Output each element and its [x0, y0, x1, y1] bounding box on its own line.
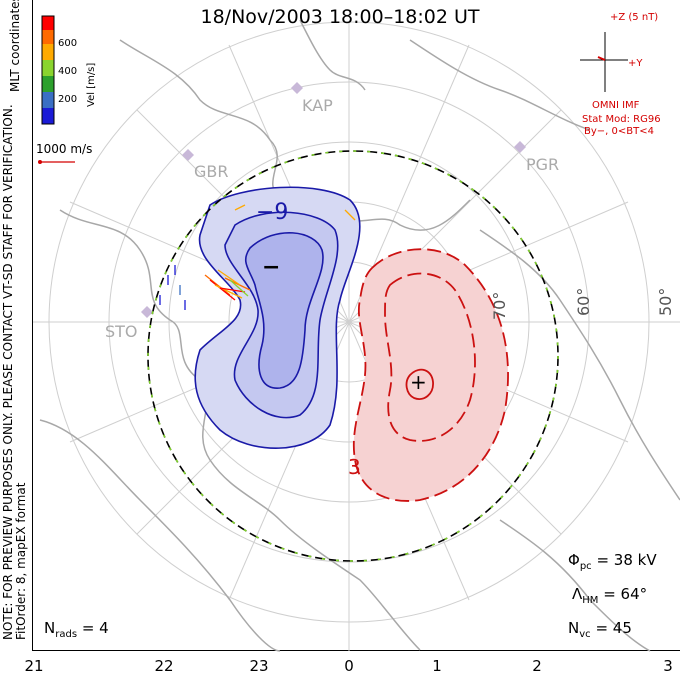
station-gbr: GBR: [194, 162, 229, 181]
colorbar-tick-200: 200: [58, 94, 78, 105]
mlt-tick-21: 21: [24, 657, 44, 675]
station-pgr: PGR: [526, 155, 560, 174]
mlt-tick-3: 3: [663, 657, 673, 675]
imf-y-label: +Y: [628, 58, 643, 69]
positive-cell: [352, 248, 509, 502]
imf-dial: [580, 32, 628, 92]
coordinate-system-label: MLT coordinates: [8, 0, 22, 92]
colorbar-title: Vel [m/s]: [86, 62, 97, 107]
velocity-vectors: [159, 204, 356, 310]
mlt-tick-1: 1: [432, 657, 442, 675]
grid: [33, 21, 680, 651]
imf-condition: By−, 0<BT<4: [584, 126, 654, 137]
negative-cell: [194, 186, 361, 449]
imf-z-label: +Z (5 nT): [610, 12, 659, 23]
mlt-tick-0: 0: [344, 657, 354, 675]
vector-count: Nvc = 45: [568, 619, 632, 640]
stat-model: Stat Mod: RG96: [582, 114, 661, 125]
negative-contour-label: −9: [256, 200, 289, 225]
latitude-60: 60°: [574, 287, 593, 316]
preview-note: NOTE: FOR PREVIEW PURPOSES ONLY. PLEASE …: [1, 104, 28, 640]
plot-title: 18/Nov/2003 18:00–18:02 UT: [200, 6, 480, 28]
velocity-colorbar[interactable]: [41, 15, 55, 125]
station-markers: [141, 82, 526, 318]
imf-source: OMNI IMF: [592, 100, 640, 111]
mlt-tick-2: 2: [532, 657, 542, 675]
cross-polar-potential: Φpc = 38 kV: [568, 551, 657, 572]
hm-latitude: ΛHM = 64°: [572, 585, 648, 606]
mlt-tick-22: 22: [154, 657, 174, 675]
station-kap: KAP: [302, 96, 333, 115]
latitude-70: 70°: [490, 291, 509, 320]
station-sto: STO: [105, 322, 138, 341]
plot-frame: [32, 0, 680, 651]
potential-minimum-marker: −: [262, 255, 281, 280]
velocity-reference: [38, 160, 75, 164]
colorbar-tick-600: 600: [58, 38, 78, 49]
hm-boundary-vectors: [147, 150, 559, 562]
radar-count: Nrads = 4: [44, 619, 109, 640]
mlt-tick-23: 23: [249, 657, 269, 675]
potential-maximum-marker: +: [410, 370, 427, 394]
latitude-50: 50°: [656, 287, 675, 316]
colorbar-tick-400: 400: [58, 66, 78, 77]
velocity-reference-label: 1000 m/s: [36, 142, 93, 156]
positive-contour-label: 3: [348, 455, 361, 479]
